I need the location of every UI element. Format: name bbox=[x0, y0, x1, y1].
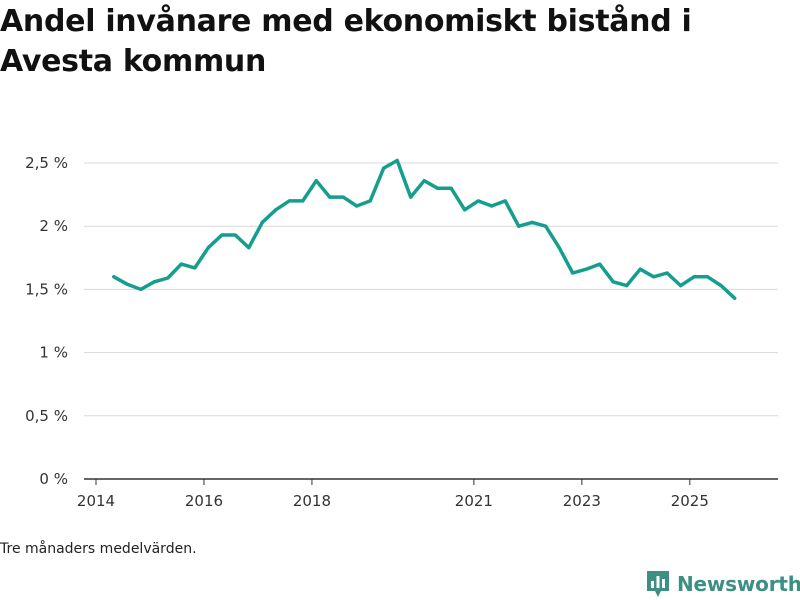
data-point bbox=[233, 233, 237, 237]
data-point bbox=[719, 284, 723, 288]
newsworthy-logo: Newsworthy bbox=[645, 569, 800, 599]
data-point bbox=[409, 195, 413, 199]
data-point bbox=[584, 267, 588, 271]
data-point bbox=[733, 296, 737, 300]
data-point bbox=[274, 208, 278, 212]
data-point bbox=[193, 266, 197, 270]
y-tick-label: 0,5 % bbox=[25, 407, 68, 425]
x-tick-label: 2021 bbox=[455, 492, 493, 510]
chart-title: Andel invånare med ekonomiskt bistånd i … bbox=[0, 4, 692, 79]
data-point bbox=[139, 287, 143, 291]
data-point bbox=[665, 271, 669, 275]
series-group bbox=[112, 158, 737, 300]
data-point bbox=[436, 186, 440, 190]
data-point bbox=[638, 267, 642, 271]
x-axis-ticks: 2014 2016 2018 2021 2023 2025 bbox=[77, 479, 709, 510]
gridlines bbox=[84, 162, 778, 417]
data-point bbox=[260, 220, 264, 225]
data-point bbox=[341, 195, 345, 199]
x-tick-label: 2025 bbox=[671, 492, 709, 510]
y-axis-labels: 0 % 0,5 % 1 % 1,5 % 2 % 2,5 % bbox=[25, 154, 68, 488]
data-point bbox=[598, 262, 602, 266]
data-point bbox=[692, 275, 696, 279]
data-point bbox=[679, 284, 683, 288]
data-point bbox=[544, 224, 548, 228]
x-tick-label: 2014 bbox=[77, 492, 115, 510]
data-point bbox=[395, 158, 399, 163]
y-tick-label: 1 % bbox=[39, 344, 68, 362]
data-point bbox=[449, 186, 453, 190]
data-point bbox=[301, 199, 305, 203]
data-point bbox=[152, 280, 156, 284]
data-point bbox=[557, 246, 561, 250]
data-point bbox=[706, 275, 710, 279]
footnote: Tre månaders medelvärden. bbox=[0, 541, 197, 557]
data-point bbox=[125, 282, 129, 286]
data-point bbox=[463, 208, 467, 212]
y-tick-label: 0 % bbox=[39, 470, 68, 488]
data-point bbox=[476, 199, 480, 203]
data-point bbox=[652, 275, 656, 279]
data-point bbox=[247, 246, 251, 250]
data-point bbox=[517, 224, 521, 228]
data-point bbox=[314, 179, 318, 183]
data-point bbox=[382, 166, 386, 170]
data-point bbox=[368, 199, 372, 203]
y-tick-label: 2 % bbox=[39, 217, 68, 235]
y-tick-label: 2,5 % bbox=[25, 154, 68, 172]
data-point bbox=[179, 262, 183, 266]
data-point bbox=[611, 280, 615, 284]
data-point bbox=[328, 195, 332, 199]
data-point bbox=[625, 284, 629, 288]
bar-chart-logo-icon bbox=[647, 571, 669, 597]
brand-name: Newsworthy bbox=[677, 572, 800, 596]
data-point bbox=[166, 276, 170, 280]
data-point bbox=[206, 246, 210, 250]
y-tick-label: 1,5 % bbox=[25, 280, 68, 298]
data-point bbox=[287, 199, 291, 203]
data-point bbox=[355, 204, 359, 208]
data-point bbox=[112, 275, 116, 279]
data-point bbox=[530, 220, 534, 225]
x-tick-label: 2018 bbox=[293, 492, 331, 510]
data-point bbox=[220, 233, 224, 237]
data-point bbox=[571, 271, 575, 275]
x-tick-label: 2023 bbox=[563, 492, 601, 510]
data-point bbox=[490, 204, 494, 208]
x-tick-label: 2016 bbox=[185, 492, 223, 510]
data-point bbox=[422, 179, 426, 183]
data-point bbox=[503, 199, 507, 203]
